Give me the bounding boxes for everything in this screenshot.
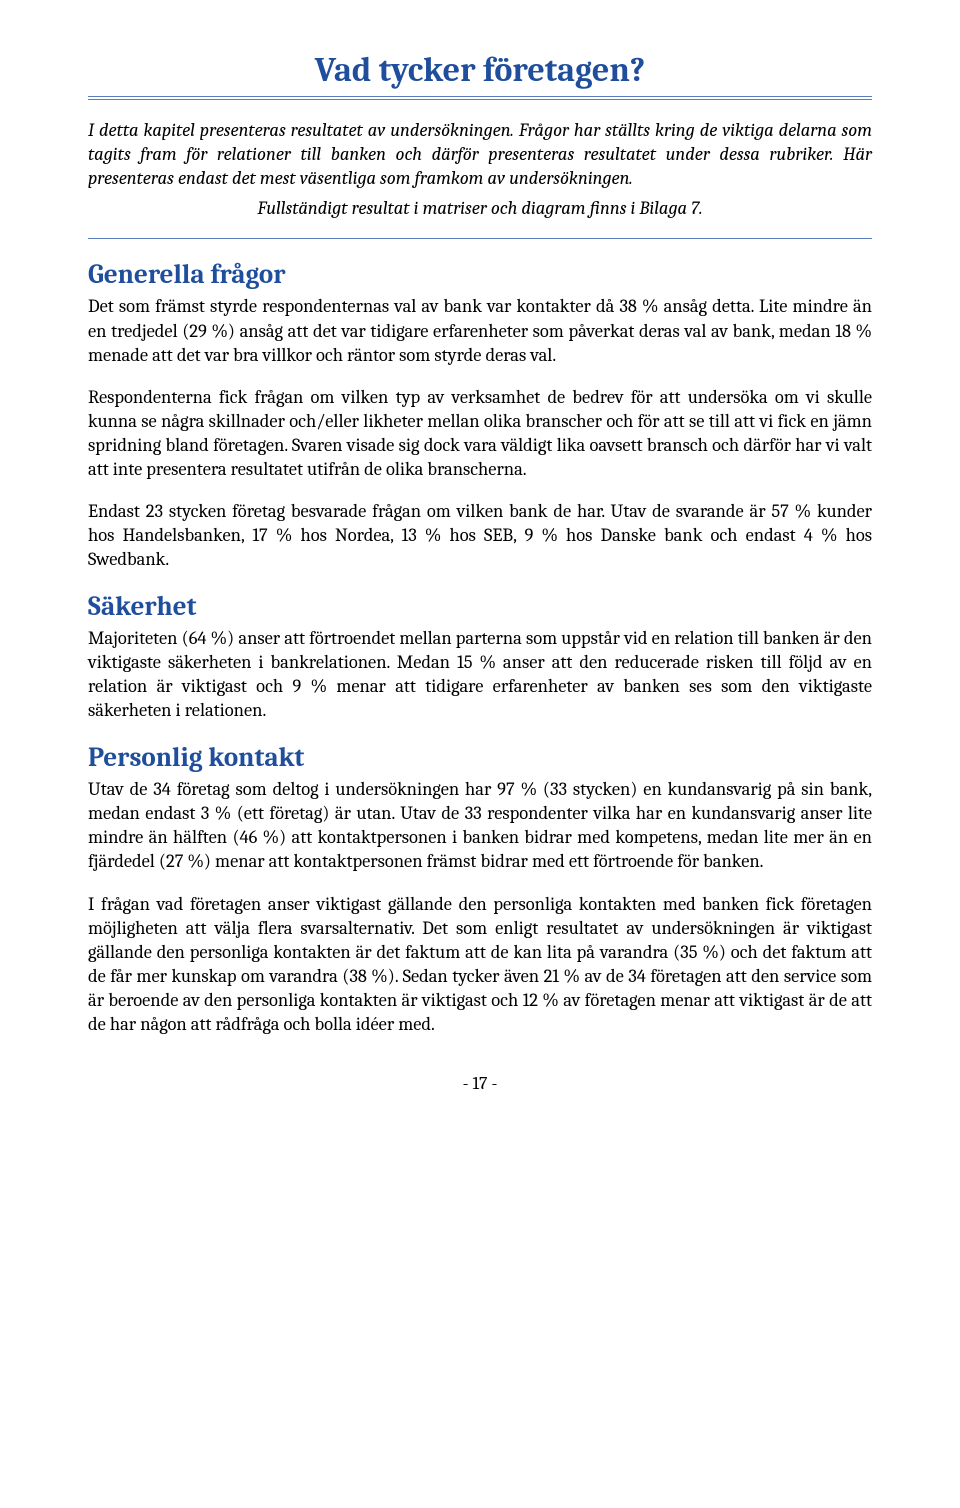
generella-p1: Det som främst styrde respondenternas va…	[88, 294, 872, 366]
heading-personlig: Personlig kontakt	[88, 740, 872, 775]
page-title: Vad tycker företagen?	[88, 48, 872, 92]
heading-generella: Generella frågor	[88, 257, 872, 292]
intro-paragraph-1: I detta kapitel presenteras resultatet a…	[88, 118, 872, 190]
generella-p3: Endast 23 stycken företag besvarade fråg…	[88, 499, 872, 571]
heading-sakerhet: Säkerhet	[88, 589, 872, 624]
page-number: - 17 -	[88, 1072, 872, 1095]
divider-intro	[88, 238, 872, 239]
intro-paragraph-2: Fullständigt resultat i matriser och dia…	[88, 196, 872, 220]
personlig-p2: I frågan vad företagen anser viktigast g…	[88, 892, 872, 1036]
divider-top	[88, 96, 872, 100]
personlig-p1: Utav de 34 företag som deltog i undersök…	[88, 777, 872, 873]
generella-p2: Respondenterna fick frågan om vilken typ…	[88, 385, 872, 481]
sakerhet-p1: Majoriteten (64 %) anser att förtroendet…	[88, 626, 872, 722]
